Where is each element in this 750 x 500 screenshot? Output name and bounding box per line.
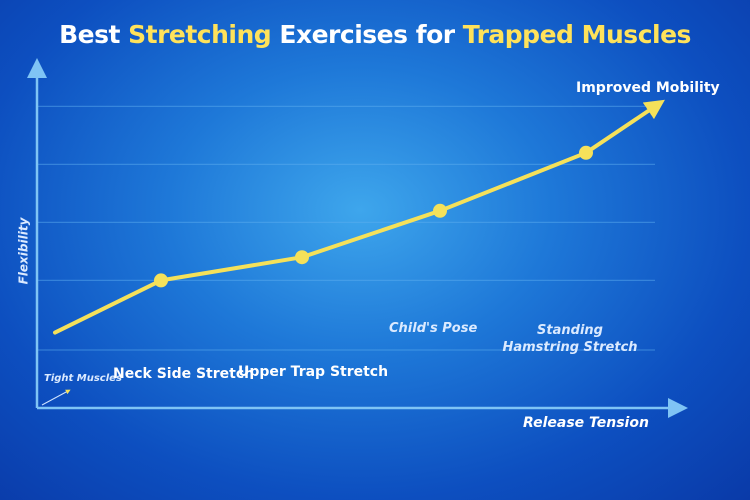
category-label: Standing Hamstring Stretch <box>502 323 638 355</box>
category-label: Neck Side Stretch <box>113 366 255 382</box>
end-label: Improved Mobility <box>576 80 720 96</box>
category-label: Upper Trap Stretch <box>238 364 389 380</box>
title-text: Exercises for <box>271 20 463 49</box>
y-axis-label: Flexibility <box>16 217 31 285</box>
title-text: Best <box>59 20 129 49</box>
series-line <box>53 99 665 335</box>
data-point <box>154 273 168 288</box>
chart-title: Best Stretching Exercises for Trapped Mu… <box>0 20 750 49</box>
category-label: Child's Pose <box>389 321 478 336</box>
data-point <box>579 145 593 160</box>
title-highlight: Trapped Muscles <box>462 20 692 49</box>
x-axis-label: Release Tension <box>523 415 649 431</box>
data-point <box>295 250 309 265</box>
start-label: Tight Muscles <box>44 373 122 384</box>
data-point <box>433 203 447 218</box>
title-highlight: Stretching <box>128 20 272 49</box>
start-arrow <box>41 389 71 406</box>
